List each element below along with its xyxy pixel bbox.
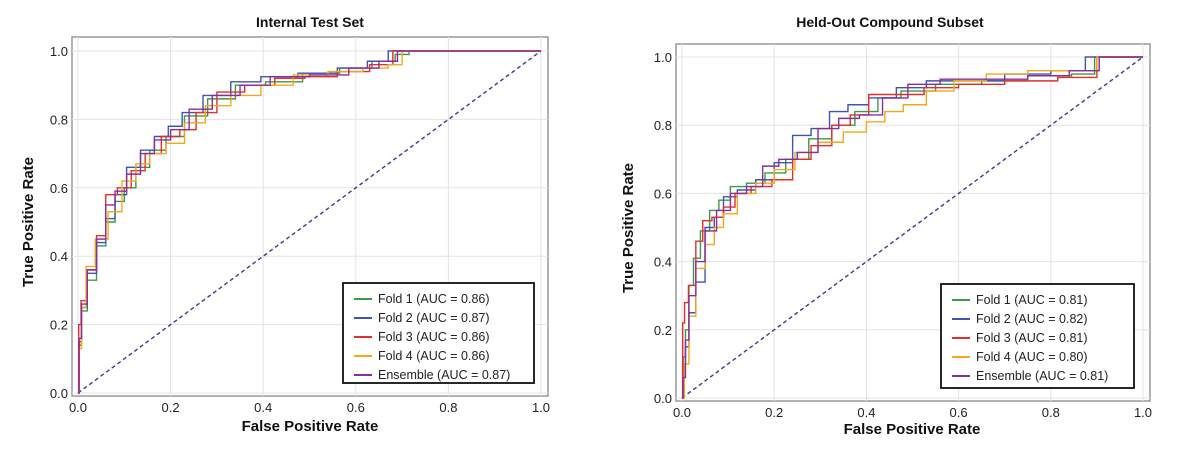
legend-entry: Ensemble (AUC = 0.81) — [976, 369, 1108, 383]
y-axis-label: True Positive Rate — [620, 163, 637, 293]
legend-entry: Fold 2 (AUC = 0.87) — [378, 311, 490, 325]
x-tick-label: 0.4 — [254, 400, 272, 415]
y-tick-label: 0.2 — [50, 318, 68, 333]
roc-curve-5 — [682, 56, 1143, 399]
y-axis-label: True Positive Rate — [20, 157, 37, 287]
y-tick-label: 0.4 — [50, 249, 68, 264]
y-tick-label: 0.8 — [654, 118, 672, 133]
x-tick-label: 0.8 — [1042, 405, 1060, 420]
x-axis-label: False Positive Rate — [844, 421, 981, 438]
legend-entry: Fold 2 (AUC = 0.82) — [976, 312, 1088, 326]
legend-entry: Fold 1 (AUC = 0.86) — [378, 292, 490, 306]
y-tick-label: 0.6 — [654, 186, 672, 201]
x-tick-label: 0.0 — [69, 400, 87, 415]
legend-box — [940, 283, 1135, 389]
chart-title: Held-Out Compound Subset — [796, 14, 984, 30]
x-tick-label: 1.0 — [1134, 405, 1152, 420]
roc-curve-4 — [78, 50, 541, 394]
roc-curve-5 — [78, 50, 541, 394]
legend-entry: Fold 3 (AUC = 0.86) — [378, 330, 490, 344]
legend-entry: Fold 4 (AUC = 0.86) — [378, 349, 490, 363]
legend-entry: Fold 4 (AUC = 0.80) — [976, 350, 1088, 364]
y-tick-label: 0.8 — [50, 112, 68, 127]
x-axis-label: False Positive Rate — [242, 418, 379, 435]
y-tick-label: 1.0 — [50, 44, 68, 59]
legend-entry: Fold 1 (AUC = 0.81) — [976, 293, 1088, 307]
legend-box — [342, 282, 535, 384]
chance-diagonal-line — [77, 50, 542, 394]
y-tick-label: 0.4 — [654, 255, 672, 270]
y-tick-label: 0.0 — [654, 391, 672, 406]
x-tick-label: 0.2 — [162, 400, 180, 415]
chart-title: Internal Test Set — [256, 14, 364, 30]
roc-chart-held-out-compound-subset: 0.0 0.2 0.4 0.6 0.8 1.0 0.0 0.2 0.4 0.6 0.8 1.0 Held… — [620, 14, 1152, 438]
roc-chart-internal-test-set: 0.0 0.2 0.4 0.6 0.8 1.0 0.0 0.2 0.4 0.6 0.8 1.0 Inte… — [20, 14, 550, 435]
legend-entry: Fold 3 (AUC = 0.81) — [976, 331, 1088, 345]
y-tick-label: 1.0 — [654, 50, 672, 65]
chance-diagonal-line — [681, 56, 1144, 399]
x-tick-label: 0.6 — [347, 400, 365, 415]
y-tick-label: 0.0 — [50, 386, 68, 401]
y-tick-label: 0.2 — [654, 323, 672, 338]
x-tick-label: 0.8 — [439, 400, 457, 415]
x-tick-label: 0.4 — [857, 405, 875, 420]
x-tick-label: 1.0 — [532, 400, 550, 415]
y-tick-label: 0.6 — [50, 181, 68, 196]
x-tick-label: 0.6 — [950, 405, 968, 420]
x-tick-label: 0.2 — [765, 405, 783, 420]
x-tick-label: 0.0 — [673, 405, 691, 420]
legend-entry: Ensemble (AUC = 0.87) — [378, 368, 510, 382]
